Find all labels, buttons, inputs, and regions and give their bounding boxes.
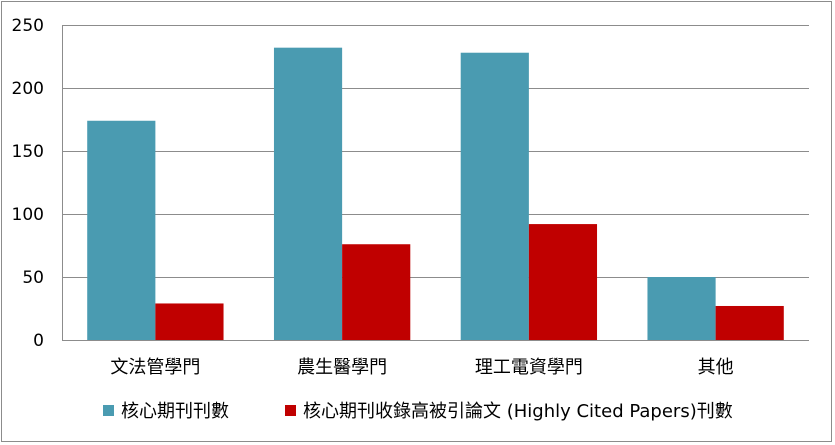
- y-tick-labels: 0 50 100 150 200 250: [12, 16, 44, 351]
- x-category-label: 文法管學門: [110, 357, 200, 378]
- bar: [528, 224, 598, 340]
- y-tick-label: 200: [12, 79, 44, 99]
- legend-swatch: [285, 405, 296, 416]
- x-category-label: 其他: [698, 357, 734, 378]
- y-tick-label: 0: [33, 331, 44, 351]
- x-category-label: 理工電資學門: [475, 357, 583, 378]
- y-tick-label: 250: [12, 16, 44, 36]
- bar: [715, 305, 784, 340]
- y-tick-label: 50: [22, 268, 44, 288]
- category-labels: 文法管學門 農生醫學門 理工電資學門 其他: [110, 357, 733, 378]
- legend-swatch: [103, 405, 114, 416]
- bar: [342, 244, 411, 340]
- y-tick-label: 100: [12, 205, 44, 225]
- bar: [87, 120, 156, 340]
- legend: 核心期刊刊數 核心期刊收錄高被引論文 (Highly Cited Papers)刊…: [103, 401, 733, 422]
- legend-label: 核心期刊收錄高被引論文 (Highly Cited Papers)刊數: [303, 401, 733, 422]
- legend-label: 核心期刊刊數: [121, 401, 229, 422]
- bar: [155, 303, 224, 340]
- grid-lines: [62, 25, 809, 278]
- axes: [62, 25, 809, 341]
- bar: [273, 47, 343, 341]
- bars: [87, 47, 784, 341]
- bar: [647, 277, 716, 340]
- y-tick-label: 150: [12, 142, 44, 162]
- x-category-label: 農生醫學門: [297, 357, 387, 378]
- bar: [460, 52, 529, 340]
